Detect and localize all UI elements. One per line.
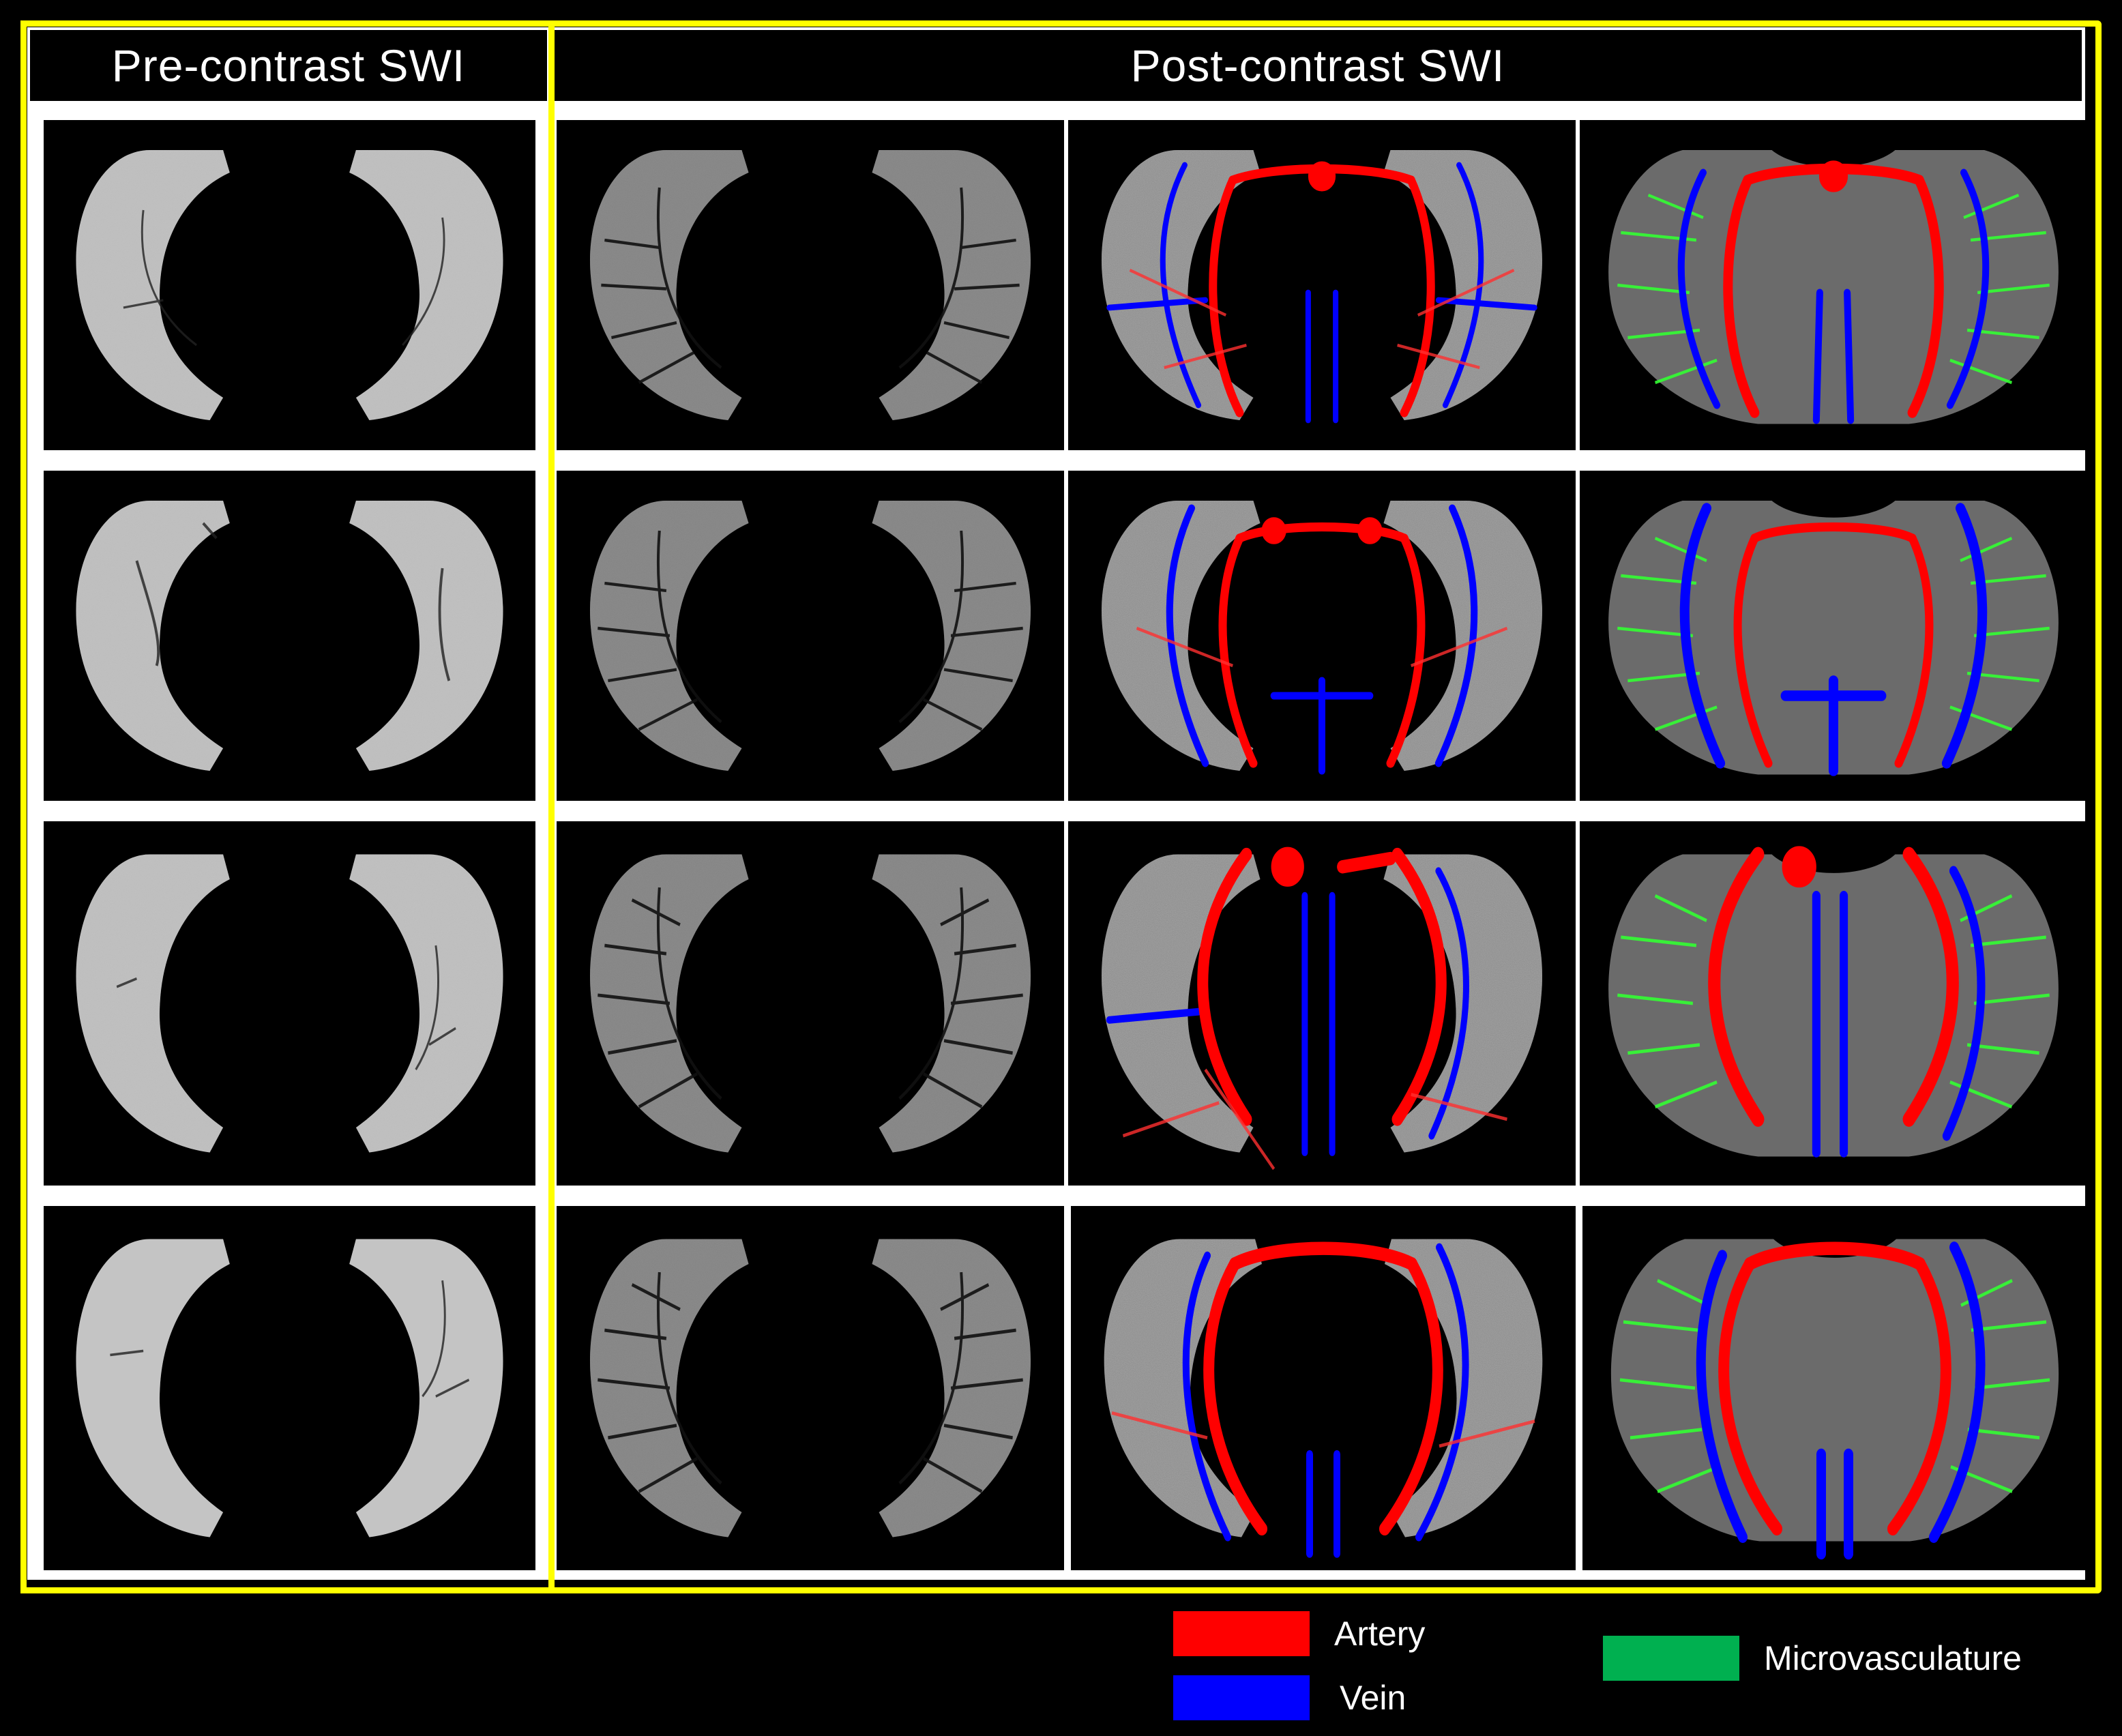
vein-legend-label: Vein xyxy=(1340,1679,1406,1717)
pre-contrast-swi-image xyxy=(44,471,535,801)
microvasculature-legend-swatch xyxy=(1603,1636,1739,1681)
post-contrast-swi-image xyxy=(557,120,1064,450)
post-contrast-vessel-overlay-image xyxy=(1068,120,1576,450)
vein-legend-swatch xyxy=(1173,1675,1310,1720)
artery-legend-swatch xyxy=(1173,1611,1310,1656)
artery-legend-label: Artery xyxy=(1334,1615,1426,1653)
post-contrast-vessel-overlay-image xyxy=(1068,471,1576,801)
post-contrast-swi-image xyxy=(557,1206,1064,1570)
post-contrast-header: Post-contrast SWI xyxy=(554,30,2082,101)
post-contrast-swi-image xyxy=(557,471,1064,801)
pre-contrast-swi-image xyxy=(44,821,535,1186)
post-contrast-swi-image xyxy=(557,821,1064,1186)
post-contrast-vessel-overlay-image xyxy=(1068,821,1576,1186)
post-contrast-segmentation-image xyxy=(1580,120,2087,450)
pre-contrast-swi-image xyxy=(44,1206,535,1570)
pre-contrast-header: Pre-contrast SWI xyxy=(30,30,547,101)
microvasculature-legend-label: Microvasculature xyxy=(1764,1639,2022,1677)
post-contrast-vessel-overlay-image xyxy=(1071,1206,1576,1570)
post-contrast-segmentation-image xyxy=(1580,821,2087,1186)
post-contrast-segmentation-image xyxy=(1580,471,2087,801)
pre-contrast-swi-image xyxy=(44,120,535,450)
post-contrast-segmentation-image xyxy=(1582,1206,2087,1570)
